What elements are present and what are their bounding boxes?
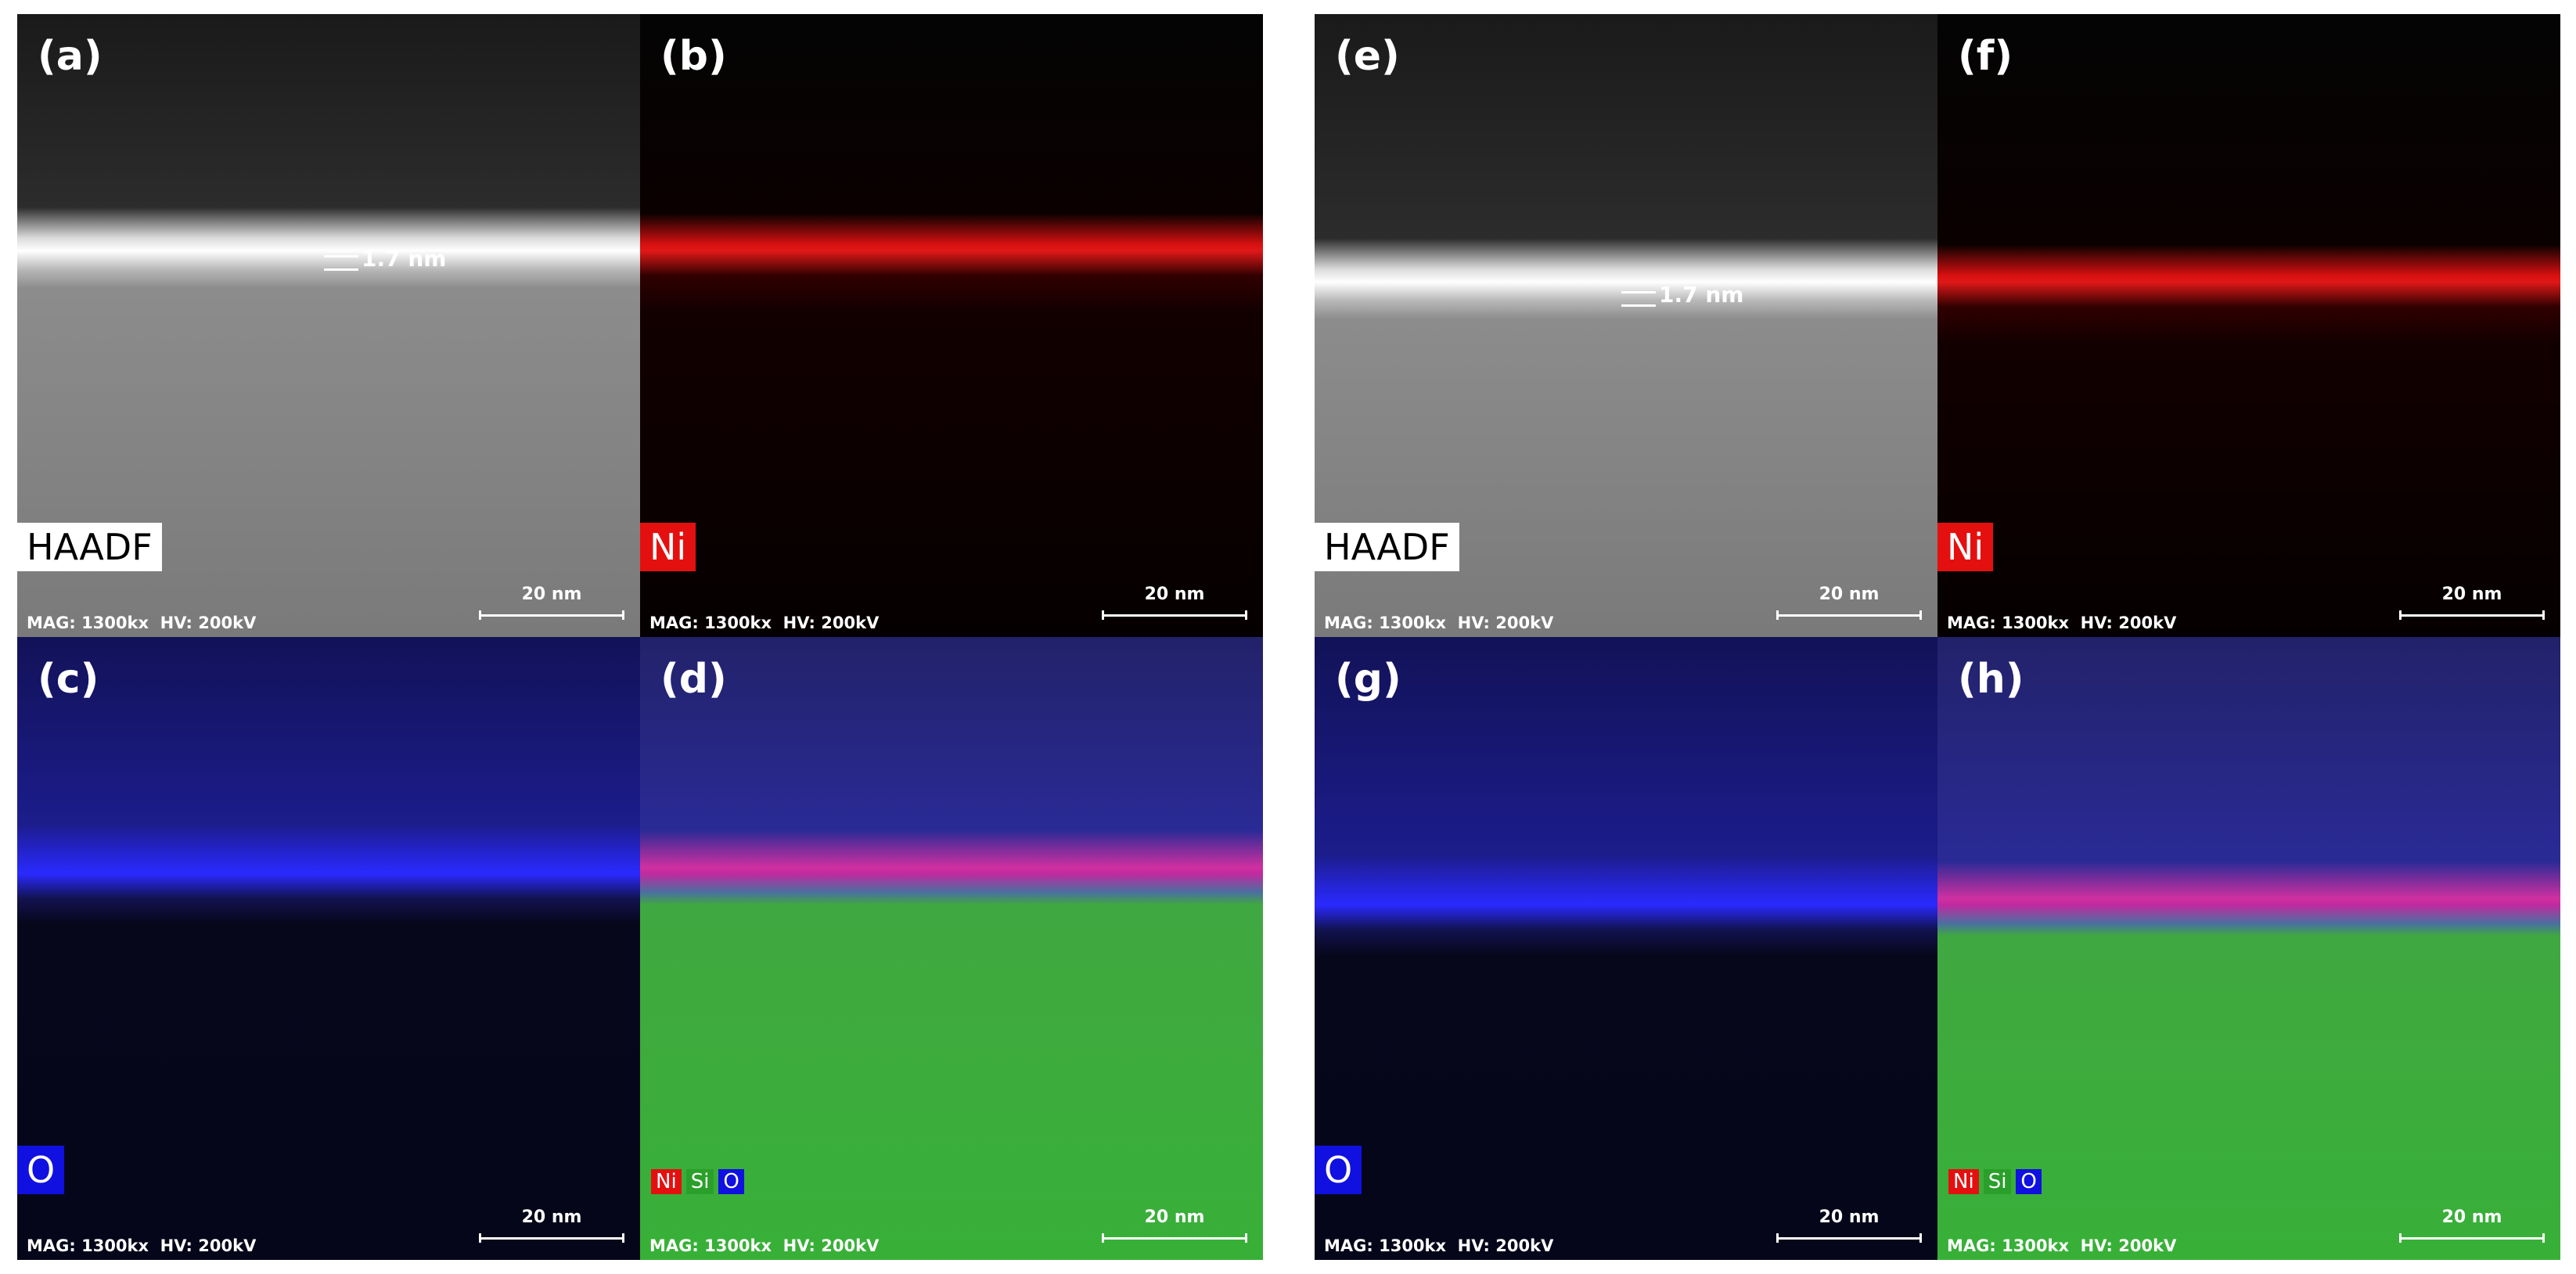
element-tag: O: [1315, 1146, 1362, 1194]
scale-bar-label: 20 nm: [2441, 585, 2502, 604]
element-tags: Ni Si O: [1948, 1169, 2042, 1194]
scale-bar: [1776, 1233, 1922, 1243]
scale-bar-label: 20 nm: [2441, 1207, 2502, 1227]
element-tags: Ni: [1937, 523, 1994, 571]
panel-label: (h): [1958, 656, 2024, 703]
acquisition-info: MAG: 1300kx HV: 200kV: [649, 614, 880, 632]
acquisition-info: MAG: 1300kx HV: 200kV: [649, 1236, 880, 1255]
scale-bar: [1776, 610, 1922, 620]
scale-bar: [479, 1233, 624, 1243]
scale-bar: [1102, 610, 1247, 620]
scale-bar: [479, 610, 624, 620]
panel-label: (c): [38, 656, 99, 703]
thickness-annotation: 1.7 nm: [1659, 282, 1744, 308]
panel-label: (d): [660, 656, 727, 703]
acquisition-info: MAG: 1300kx HV: 200kV: [1324, 1236, 1554, 1255]
scale-bar-label: 20 nm: [1819, 1207, 1880, 1227]
element-tag: O: [17, 1146, 65, 1194]
thickness-annotation: 1.7 nm: [362, 246, 447, 272]
element-tags: O: [1315, 1146, 1362, 1194]
thickness-marker: [1621, 291, 1656, 307]
panel-label: (b): [660, 33, 727, 80]
element-tag: Si: [685, 1169, 714, 1194]
thickness-marker: [324, 255, 358, 271]
panel-label: (g): [1335, 656, 1401, 703]
micrograph-panel: (h) Ni Si O 20 nm MAG: 1300kx HV: 200kV: [1937, 637, 2560, 1260]
element-tag: O: [718, 1169, 744, 1194]
micrograph-panel: (c) O 20 nm MAG: 1300kx HV: 200kV: [17, 637, 640, 1260]
element-tag: Si: [1983, 1169, 2012, 1194]
panel-label: (f): [1958, 33, 2013, 80]
panel-label: (e): [1335, 33, 1400, 80]
acquisition-info: MAG: 1300kx HV: 200kV: [27, 1236, 257, 1255]
scale-bar-label: 20 nm: [1819, 585, 1880, 604]
element-tags: O: [17, 1146, 65, 1194]
scale-bar: [2399, 610, 2545, 620]
micrograph-panel: (b) Ni 20 nm MAG: 1300kx HV: 200kV: [640, 14, 1263, 637]
acquisition-info: MAG: 1300kx HV: 200kV: [1324, 614, 1554, 632]
micrograph-panel: (a) HAADF 1.7 nm 20 nm MAG: 1300kx HV: 200kV: [17, 14, 640, 637]
element-tags: HAADF: [1315, 523, 1459, 571]
scale-bar: [1102, 1233, 1247, 1243]
scale-bar-label: 20 nm: [521, 1207, 582, 1227]
scale-bar: [2399, 1233, 2545, 1243]
scale-bar-label: 20 nm: [521, 585, 582, 604]
element-tag: Ni: [651, 1169, 682, 1194]
element-tag: Ni: [1937, 523, 1994, 571]
scale-bar-label: 20 nm: [1144, 585, 1205, 604]
micrograph-panel: (g) O 20 nm MAG: 1300kx HV: 200kV: [1315, 637, 1937, 1260]
element-tags: Ni: [640, 523, 696, 571]
acquisition-info: MAG: 1300kx HV: 200kV: [1947, 614, 2177, 632]
micrograph-panel: (e) HAADF 1.7 nm 20 nm MAG: 1300kx HV: 200kV: [1315, 14, 1937, 637]
element-tags: Ni Si O: [651, 1169, 744, 1194]
element-tags: HAADF: [17, 523, 162, 571]
acquisition-info: MAG: 1300kx HV: 200kV: [1947, 1236, 2177, 1255]
element-tag: O: [2016, 1169, 2042, 1194]
element-tag: Ni: [1948, 1169, 1979, 1194]
micrograph-panel: (f) Ni 20 nm MAG: 1300kx HV: 200kV: [1937, 14, 2560, 637]
scale-bar-label: 20 nm: [1144, 1207, 1205, 1227]
micrograph-panel: (d) Ni Si O 20 nm MAG: 1300kx HV: 200kV: [640, 637, 1263, 1260]
element-tag: Ni: [640, 523, 696, 571]
element-tag: HAADF: [17, 523, 162, 571]
element-tag: HAADF: [1315, 523, 1459, 571]
acquisition-info: MAG: 1300kx HV: 200kV: [27, 614, 257, 632]
panel-label: (a): [38, 33, 103, 80]
